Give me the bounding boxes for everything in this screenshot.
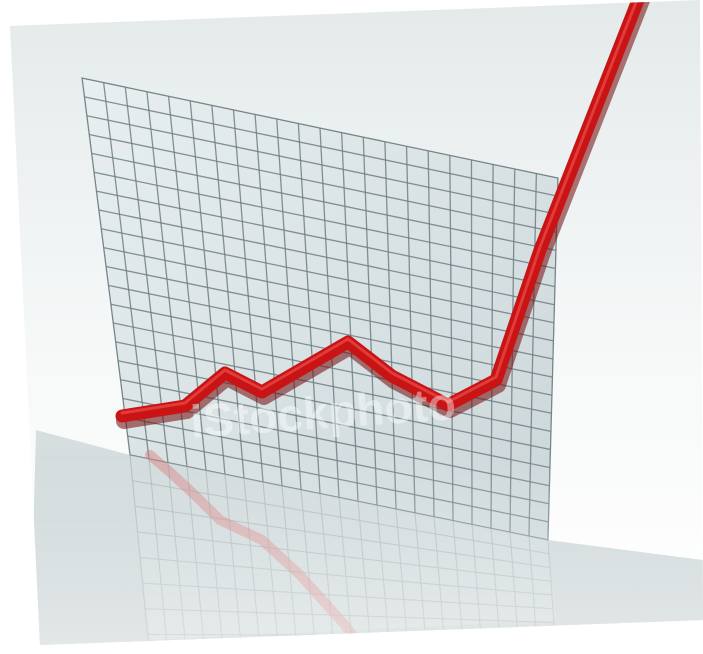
trend-line-highlight xyxy=(120,0,644,415)
reflection-fade xyxy=(30,455,703,645)
